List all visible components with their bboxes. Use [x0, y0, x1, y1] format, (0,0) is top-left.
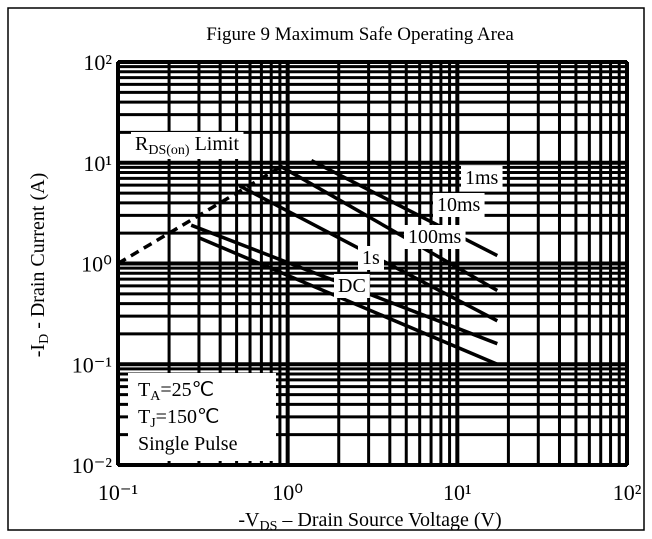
label-part: -V [238, 509, 260, 531]
label: TA=25℃ [138, 379, 214, 404]
label-subscript: J [150, 416, 156, 431]
label: TJ=150℃ [138, 406, 219, 431]
label-part: Limit [190, 133, 240, 155]
label-part: – Drain Source Voltage (V) [277, 509, 501, 531]
series-line [310, 159, 499, 258]
chart-title: Figure 9 Maximum Safe Operating Area [206, 24, 514, 45]
series-line [198, 236, 498, 366]
series-label-text: 1s [362, 247, 380, 269]
label-part: T [138, 406, 150, 428]
y-tick-label: 10¹ [83, 151, 112, 176]
x-tick-label: 10⁻¹ [98, 480, 138, 505]
label-background [433, 193, 485, 217]
series-line [117, 165, 281, 266]
label-part: =150℃ [156, 406, 220, 428]
y-tick-label: 10⁰ [81, 252, 112, 277]
label-subscript: A [150, 389, 161, 404]
x-tick-label: 10² [613, 480, 642, 505]
series-label-text: 1ms [465, 167, 499, 189]
label-background [334, 274, 370, 298]
label-part: Single Pulse [138, 433, 238, 455]
y-tick-label: 10⁻² [72, 453, 113, 478]
series-label: 100ms [404, 225, 466, 249]
label: Single Pulse [138, 433, 238, 455]
label-subscript: D [37, 334, 52, 344]
x-tick-label: 10¹ [443, 480, 472, 505]
series-label: RDS(on) Limit [131, 132, 244, 159]
x-tick-label: 10⁰ [272, 480, 303, 505]
label-part: =25℃ [160, 379, 214, 401]
y-tick-label: 10⁻¹ [72, 352, 112, 377]
series-line [279, 164, 499, 292]
label-background [461, 166, 503, 190]
series-label: 1s [358, 246, 384, 270]
label: -ID - Drain Current (A) [27, 173, 52, 358]
series-label: 1ms [461, 166, 503, 190]
label-part: T [138, 379, 150, 401]
y-tick-label: 10² [83, 50, 112, 75]
label-background [131, 132, 244, 159]
series-label-text: 10ms [437, 194, 481, 216]
label-subscript: DS [259, 519, 277, 534]
label-background [358, 246, 384, 270]
series-label-text: DC [338, 275, 366, 297]
label-part: R [135, 133, 149, 155]
series-label: 10ms [433, 193, 485, 217]
series-label: DC [334, 274, 370, 298]
label: -VDS – Drain Source Voltage (V) [238, 509, 501, 534]
series-label-text: 100ms [408, 226, 462, 248]
label-background [404, 225, 466, 249]
label-part: -I [27, 344, 49, 357]
label-subscript: DS(on) [148, 143, 190, 158]
conditions-background [128, 373, 276, 461]
label-part: - Drain Current (A) [27, 173, 49, 334]
label: RDS(on) Limit [135, 133, 239, 158]
